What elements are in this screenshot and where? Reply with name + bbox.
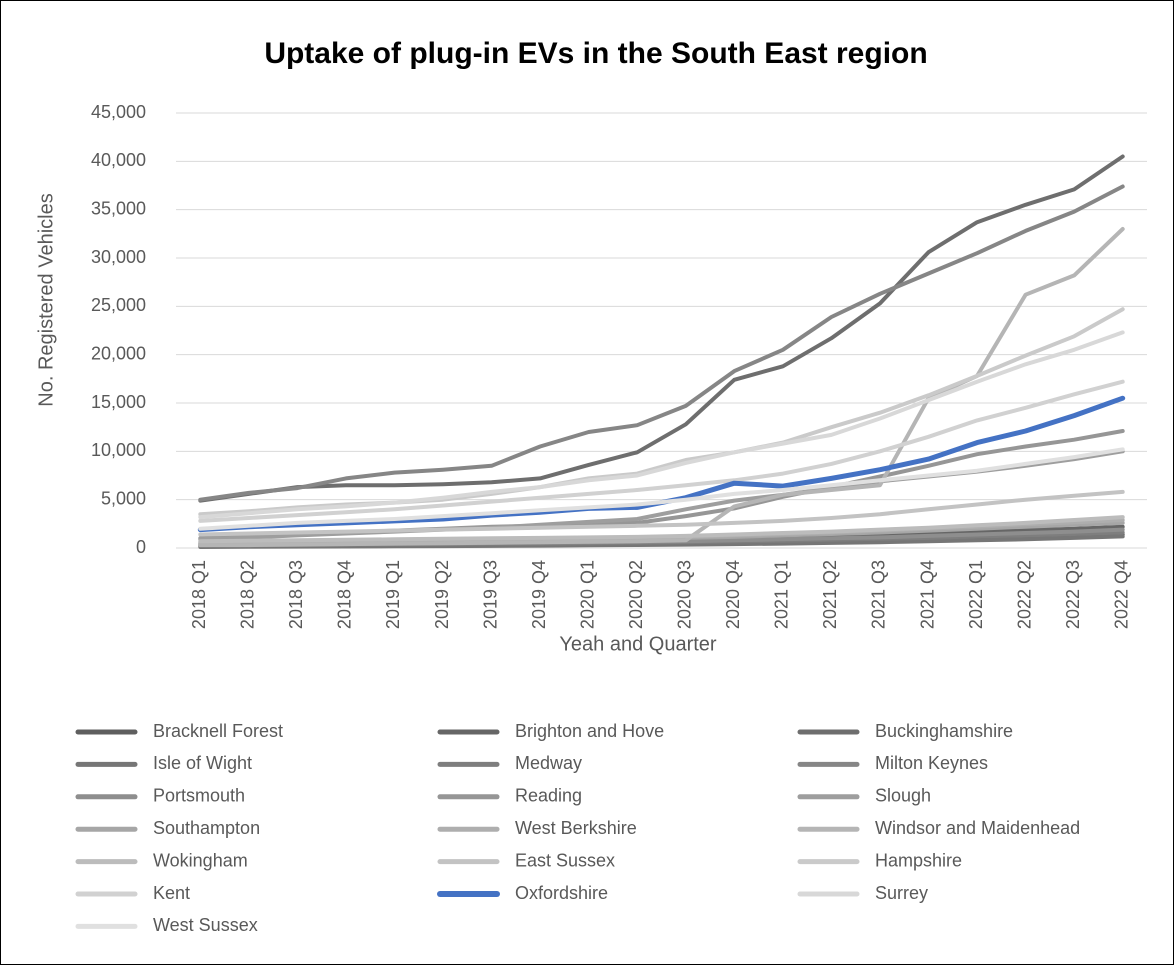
legend-label: Oxfordshire [515, 883, 608, 903]
legend-label: Milton Keynes [875, 753, 988, 773]
x-tick-label: 2019 Q4 [529, 560, 549, 629]
legend-label: Reading [515, 786, 582, 806]
legend-label: West Berkshire [515, 818, 637, 838]
series-line [198, 489, 1125, 537]
x-tick-label: 2020 Q1 [577, 560, 597, 629]
series-line [198, 515, 1125, 544]
legend-label: Brighton and Hove [515, 721, 664, 741]
legend-label: Wokingham [153, 850, 248, 870]
y-tick-label: 40,000 [91, 150, 146, 170]
series-line [198, 184, 1125, 502]
x-tick-label: 2021 Q3 [869, 560, 889, 629]
legend-label: Slough [875, 786, 931, 806]
x-axis-title: Yeah and Quarter [559, 633, 716, 655]
legend-label: West Sussex [153, 915, 258, 935]
x-tick-label: 2022 Q1 [966, 560, 986, 629]
legend-label: Southampton [153, 818, 260, 838]
y-axis-title: No. Registered Vehicles [35, 193, 57, 406]
series-line [198, 379, 1125, 523]
legend-label: Surrey [875, 883, 928, 903]
y-tick-label: 15,000 [91, 392, 146, 412]
y-tick-label: 20,000 [91, 343, 146, 363]
legend-label: Isle of Wight [153, 753, 252, 773]
chart-title: Uptake of plug-in EVs in the South East … [264, 37, 927, 70]
legend-label: Kent [153, 883, 190, 903]
x-tick-label: 2018 Q4 [335, 560, 355, 629]
x-tick-label: 2018 Q3 [286, 560, 306, 629]
x-tick-label: 2022 Q4 [1111, 560, 1131, 629]
legend-label: Portsmouth [153, 786, 245, 806]
legend-label: Buckinghamshire [875, 721, 1013, 741]
y-tick-label: 45,000 [91, 102, 146, 122]
y-tick-label: 5,000 [101, 488, 146, 508]
y-tick-label: 10,000 [91, 440, 146, 460]
x-tick-label: 2021 Q4 [917, 560, 937, 629]
x-tick-label: 2021 Q2 [820, 560, 840, 629]
y-tick-label: 35,000 [91, 198, 146, 218]
legend-label: Hampshire [875, 850, 962, 870]
series-line [198, 330, 1125, 520]
legend-label: Bracknell Forest [153, 721, 283, 741]
x-tick-label: 2020 Q3 [675, 560, 695, 629]
x-tick-label: 2018 Q2 [238, 560, 258, 629]
x-tick-label: 2020 Q2 [626, 560, 646, 629]
x-tick-label: 2020 Q4 [723, 560, 743, 629]
y-tick-label: 30,000 [91, 247, 146, 267]
x-tick-label: 2019 Q2 [432, 560, 452, 629]
x-tick-label: 2019 Q1 [383, 560, 403, 629]
y-tick-label: 0 [136, 537, 146, 557]
legend-label: East Sussex [515, 850, 615, 870]
x-tick-label: 2022 Q3 [1063, 560, 1083, 629]
legend-label: Windsor and Maidenhead [875, 818, 1080, 838]
x-tick-label: 2018 Q1 [189, 560, 209, 629]
x-tick-label: 2021 Q1 [772, 560, 792, 629]
series-line [198, 154, 1125, 503]
x-tick-label: 2022 Q2 [1014, 560, 1034, 629]
x-tick-label: 2019 Q3 [480, 560, 500, 629]
legend-label: Medway [515, 753, 582, 773]
y-tick-label: 25,000 [91, 295, 146, 315]
series-line [198, 447, 1125, 531]
